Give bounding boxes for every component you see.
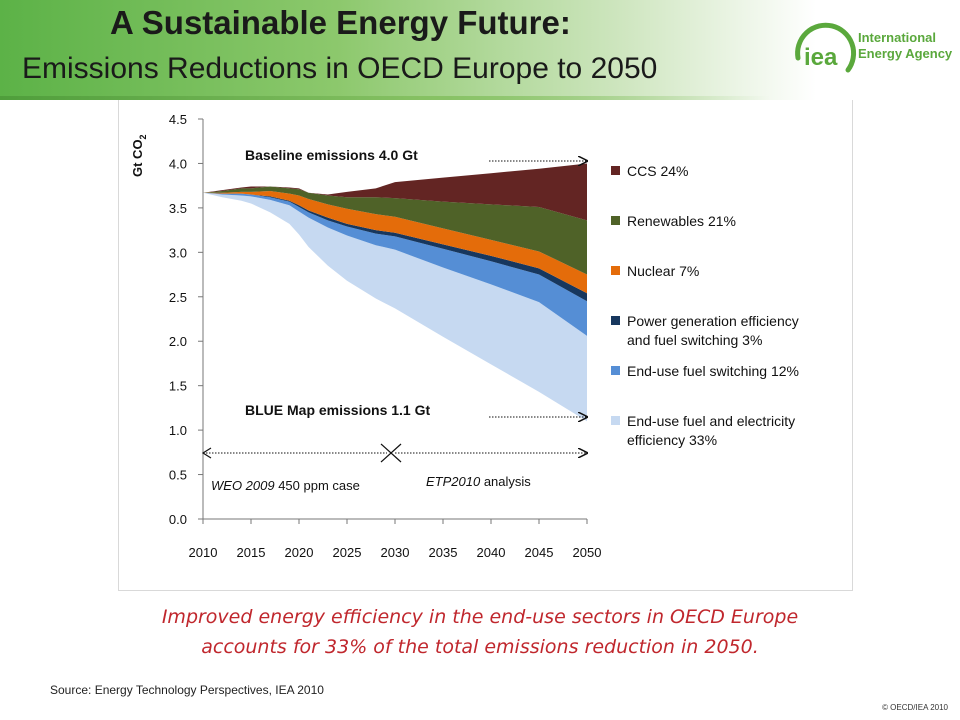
x-tick-label: 2010: [189, 545, 218, 560]
y-tick-label: 0.5: [169, 468, 187, 483]
phase-divider-right: [380, 443, 402, 463]
x-tick-label: 2015: [237, 545, 266, 560]
x-tick-label: 2050: [573, 545, 602, 560]
x-tick-label: 2045: [525, 545, 554, 560]
y-axis-label: Gt CO2: [130, 134, 148, 177]
y-tick-label: 2.5: [169, 290, 187, 305]
slide-title: A Sustainable Energy Future:: [110, 4, 571, 41]
legend-label: Nuclear 7%: [627, 263, 699, 279]
emissions-chart: 0.0 0.5 1.0 1.5 2.0 2.5 3.0 3.5 4.0 4.5 2010 2015 20…: [130, 112, 799, 560]
legend-swatch: [611, 366, 620, 375]
x-tick-label: 2030: [381, 545, 410, 560]
iea-logo-text-line2: Energy Agency: [858, 46, 953, 61]
legend-label: and fuel switching 3%: [627, 332, 762, 348]
copyright-note: © OECD/IEA 2010: [882, 703, 948, 712]
legend-label: Power generation efficiency: [627, 313, 799, 329]
iea-logo: iea: [795, 22, 857, 73]
phase1-left-arrowhead-icon: [201, 447, 212, 459]
bluemap-emissions-label: BLUE Map emissions 1.1 Gt: [245, 402, 430, 418]
legend-swatch: [611, 316, 620, 325]
y-tick-label: 3.0: [169, 245, 187, 260]
slide-caption: Improved energy efficiency in the end-us…: [0, 602, 960, 662]
y-tick-label: 3.5: [169, 201, 187, 216]
legend-swatch: [611, 416, 620, 425]
caption-line-1: Improved energy efficiency in the end-us…: [161, 606, 799, 628]
y-tick-label: 1.0: [169, 423, 187, 438]
phase2-label: ETP2010 analysis: [426, 474, 531, 489]
area-series-6: [203, 163, 587, 221]
area-series-1: [203, 192, 587, 422]
area-series-5: [203, 186, 587, 275]
phase1-label: WEO 2009 450 ppm case: [211, 478, 360, 493]
x-tick-label: 2035: [429, 545, 458, 560]
baseline-emissions-label: Baseline emissions 4.0 Gt: [245, 147, 418, 163]
chart-panel: 0.0 0.5 1.0 1.5 2.0 2.5 3.0 3.5 4.0 4.5 2010 2015 20…: [118, 100, 853, 591]
legend-label: efficiency 33%: [627, 432, 717, 448]
x-tick-label: 2020: [285, 545, 314, 560]
legend-label: CCS 24%: [627, 163, 688, 179]
legend-label: End-use fuel and electricity: [627, 413, 795, 429]
y-tick-label: 4.5: [169, 112, 187, 127]
y-tick-label: 1.5: [169, 379, 187, 394]
legend-swatch: [611, 166, 620, 175]
title-underline: [0, 96, 770, 100]
legend-swatch: [611, 266, 620, 275]
iea-logo-mark: iea: [804, 44, 838, 71]
legend-label: Renewables 21%: [627, 213, 736, 229]
legend-label: End-use fuel switching 12%: [627, 363, 799, 379]
iea-logo-arc-icon: [795, 22, 857, 73]
slide-subtitle: Emissions Reductions in OECD Europe to 2…: [22, 52, 658, 85]
y-tick-label: 0.0: [169, 512, 187, 527]
caption-line-2: accounts for 33% of the total emissions …: [201, 636, 759, 658]
legend-swatch: [611, 216, 620, 225]
y-tick-label: 2.0: [169, 334, 187, 349]
y-tick-label: 4.0: [169, 156, 187, 171]
iea-logo-text-line1: International: [858, 30, 937, 45]
source-note: Source: Energy Technology Perspectives, …: [50, 683, 324, 697]
x-tick-label: 2025: [333, 545, 362, 560]
x-tick-label: 2040: [477, 545, 506, 560]
